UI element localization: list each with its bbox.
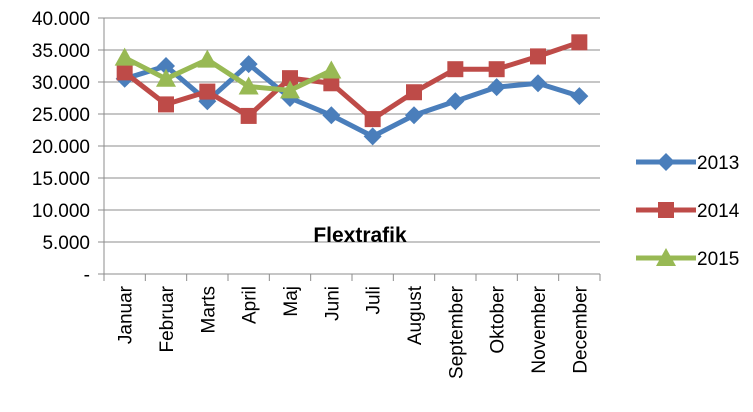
data-point-2014 (199, 83, 216, 100)
x-category-label: Oktober (488, 285, 509, 353)
y-tick-label: 25.000 (32, 105, 90, 126)
y-tick-label: 10.000 (32, 201, 90, 222)
data-point-2014 (488, 61, 505, 78)
legend-label: 2015 (697, 249, 739, 270)
series-2015 (114, 47, 342, 99)
data-point-2014 (282, 70, 298, 87)
x-category-label: August (405, 285, 426, 345)
y-tick-label: 5.000 (42, 233, 90, 254)
legend-item-2013: 2013 (636, 153, 739, 174)
x-category-label: Februar (157, 285, 178, 352)
data-point-2013 (570, 87, 589, 106)
data-series (114, 34, 589, 146)
data-point-2013 (239, 55, 258, 74)
x-category-label: Januar (116, 285, 137, 344)
x-category-labels: Januar Februar Marts April Maj Juni Juli August… (116, 285, 592, 379)
legend-item-2015: 2015 (636, 248, 739, 270)
data-point-2014 (364, 111, 381, 128)
data-point-2014 (447, 61, 464, 78)
axes (103, 18, 601, 281)
data-point-2014 (116, 64, 133, 81)
data-point-2015 (156, 68, 176, 87)
data-point-2014 (406, 84, 422, 101)
y-tick-label: 30.000 (32, 73, 90, 94)
y-tick-label: 15.000 (32, 169, 90, 190)
data-point-2015 (321, 60, 342, 79)
x-category-label: September (446, 285, 467, 379)
legend-label: 2014 (697, 201, 740, 222)
data-point-2015 (197, 49, 218, 68)
x-category-label: Marts (198, 286, 219, 334)
data-point-2015 (280, 80, 300, 99)
data-point-2015 (238, 76, 259, 95)
series-line-2014 (123, 39, 581, 122)
data-point-2013 (405, 106, 423, 125)
legend-swatch-marker (657, 153, 675, 171)
data-point-2013 (529, 74, 547, 93)
y-tick-labels: - 5.000 10.000 15.000 20.000 25.000 30.000 35.0… (32, 9, 90, 286)
y-tick-label: 20.000 (32, 137, 90, 158)
data-point-2013 (487, 78, 506, 97)
legend-label: 2013 (697, 153, 739, 174)
chart-title: Flextrafik (313, 224, 407, 247)
legend: 2013 2014 2015 (636, 153, 740, 270)
series-line-2015 (123, 55, 333, 93)
y-tick-label: 35.000 (32, 41, 90, 62)
data-point-2013 (157, 57, 175, 75)
legend-item-2014: 2014 (636, 201, 740, 222)
data-point-2013 (446, 92, 465, 111)
data-point-2014 (530, 48, 546, 65)
x-category-label: April (240, 286, 261, 324)
x-category-label: Juli (364, 286, 385, 315)
data-point-2013 (322, 106, 341, 125)
data-point-2014 (158, 96, 174, 113)
legend-swatch-marker (656, 248, 676, 266)
y-tick-label: - (84, 265, 90, 286)
data-point-2014 (323, 75, 340, 92)
data-point-2014 (571, 34, 588, 51)
x-category-label: December (570, 285, 591, 373)
x-category-label: Maj (281, 286, 302, 317)
legend-swatch-marker (658, 202, 674, 218)
x-category-label: Juni (322, 286, 343, 321)
data-point-2013 (363, 127, 382, 146)
series-2014 (116, 34, 588, 128)
data-point-2014 (240, 107, 257, 124)
y-tick-label: 40.000 (32, 9, 90, 30)
data-point-2015 (114, 47, 135, 66)
x-category-label: November (529, 285, 550, 373)
